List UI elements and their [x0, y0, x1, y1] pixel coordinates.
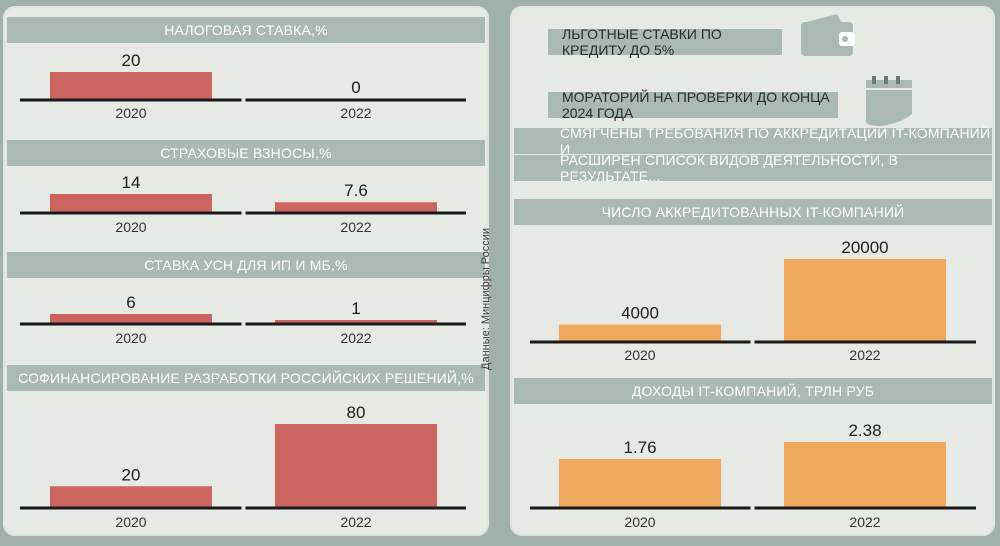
chart-title-tax-rate: НАЛОГОВАЯ СТАВКА,%: [7, 17, 485, 43]
data-label: 6: [126, 293, 135, 312]
data-label: 14: [122, 173, 141, 192]
chart-title-usn: СТАВКА УСН ДЛЯ ИП И МБ,%: [7, 252, 485, 278]
bar: [784, 442, 946, 507]
data-label: 80: [347, 403, 366, 422]
category-label: 2022: [340, 330, 371, 346]
chart-title-insurance: СТРАХОВЫЕ ВЗНОСЫ,%: [7, 140, 485, 166]
bar: [50, 72, 212, 99]
category-label: 2022: [849, 347, 880, 363]
data-label: 1: [351, 299, 360, 318]
category-label: 2020: [115, 514, 146, 530]
bar: [559, 458, 721, 507]
data-label: 1.76: [623, 438, 656, 457]
chart-title-cofinancing: СОФИНАНСИРОВАНИЕ РАЗРАБОТКИ РОССИЙСКИХ Р…: [7, 365, 485, 391]
bar: [275, 202, 437, 212]
wallet-icon: [801, 14, 855, 56]
info-moratorium: МОРАТОРИЙ НА ПРОВЕРКИ ДО КОНЦА 2024 ГОДА: [548, 89, 838, 121]
data-label: 7.6: [344, 181, 368, 200]
info-credit-rates: ЛЬГОТНЫЕ СТАВКИ ПО КРЕДИТУ ДО 5%: [548, 26, 782, 58]
category-label: 2020: [115, 219, 146, 235]
category-label: 2022: [340, 219, 371, 235]
data-label: 20: [122, 51, 141, 70]
category-label: 2020: [624, 347, 655, 363]
bar: [559, 324, 721, 341]
bar: [275, 320, 437, 323]
info-line-2: РАСШИРЕН СПИСОК ВИДОВ ДЕЯТЕЛЬНОСТИ, В РЕ…: [514, 152, 992, 184]
data-label: 0: [351, 78, 360, 97]
calendar-icon: [866, 76, 912, 126]
data-label: 20000: [841, 238, 888, 257]
data-label: 4000: [621, 304, 659, 323]
bar: [50, 314, 212, 323]
category-label: 2022: [340, 105, 371, 121]
bar: [275, 424, 437, 507]
chart-title-accredited: ЧИСЛО АККРЕДИТОВАННЫХ IT-КОМПАНИЙ: [514, 199, 992, 225]
category-label: 2020: [624, 514, 655, 530]
info-line-1: СМЯГЧЕНЫ ТРЕБОВАНИЯ ПО АККРЕДИТАЦИИ IT-К…: [514, 125, 992, 157]
bar: [50, 486, 212, 507]
data-label: 2.38: [848, 421, 881, 440]
data-label: 20: [122, 465, 141, 484]
chart-title-revenue: ДОХОДЫ IT-КОМПАНИЙ, ТРЛН РУБ: [514, 378, 992, 404]
bar: [50, 194, 212, 212]
category-label: 2020: [115, 105, 146, 121]
category-label: 2020: [115, 330, 146, 346]
category-label: 2022: [849, 514, 880, 530]
category-label: 2022: [340, 514, 371, 530]
bar: [784, 259, 946, 341]
